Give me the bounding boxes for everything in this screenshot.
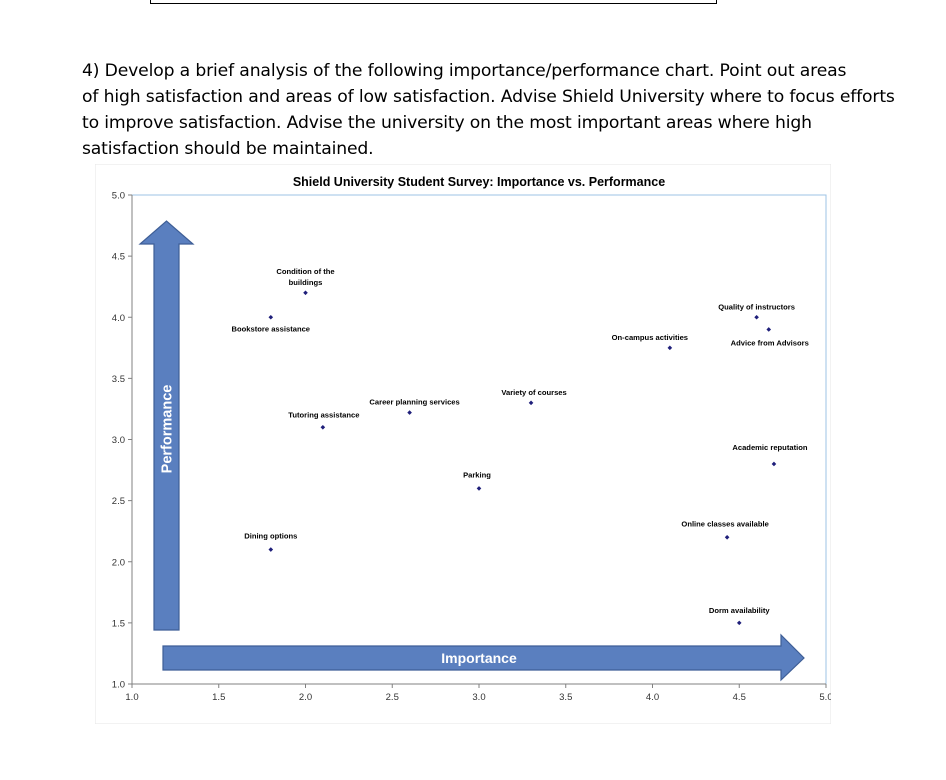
data-point-label: Dorm availability: [709, 606, 771, 615]
question-line: 4) Develop a brief analysis of the follo…: [82, 61, 847, 81]
x-tick-label: 4.5: [733, 692, 746, 703]
data-point-marker: [766, 327, 772, 332]
x-tick-label: 2.0: [299, 692, 312, 703]
question-line: of high satisfaction and areas of low sa…: [82, 87, 895, 107]
data-point-marker: [320, 424, 326, 430]
data-point-marker: [268, 547, 274, 552]
y-tick-label: 1.0: [112, 680, 125, 691]
y-tick-label: 4.5: [112, 252, 125, 263]
data-point-marker: [407, 410, 412, 415]
x-tick-label: 5.0: [819, 692, 831, 703]
data-points: Condition of the buildings Bookstore assis…: [232, 267, 809, 626]
question-text: 4) Develop a brief analysis of the follo…: [82, 58, 942, 162]
data-point-label: Tutoring assistance: [288, 410, 359, 419]
data-point-label: Dining options: [244, 532, 297, 541]
importance-arrow: [162, 633, 805, 682]
x-tick-label: 3.5: [559, 692, 572, 703]
axis-ticks: 1.0 1.5 2.0 2.5 3.0 3.5 4.0 4.5 5.0 1.0 1.5 2.0 2.5 3…: [112, 191, 831, 704]
x-tick-label: 1.0: [125, 692, 138, 703]
importance-performance-chart: Shield University Student Survey: Import…: [95, 164, 831, 724]
data-point-label: Advice from Advisors: [731, 338, 809, 347]
data-point-label: Quality of instructors: [718, 302, 795, 311]
question-line: satisfaction should be maintained.: [82, 139, 374, 159]
data-point-label: Bookstore assistance: [232, 324, 311, 333]
data-point-label: Parking: [463, 470, 491, 479]
x-tick-label: 3.0: [472, 692, 485, 703]
y-tick-label: 4.0: [112, 313, 125, 324]
y-tick-label: 3.0: [112, 435, 125, 446]
data-point-label: Condition of the: [276, 267, 334, 276]
data-point-marker: [528, 400, 534, 406]
importance-label: Importance: [441, 650, 517, 666]
question-line: to improve satisfaction. Advise the univ…: [82, 113, 812, 133]
data-point-marker: [771, 461, 777, 467]
previous-table-border: [150, 0, 717, 4]
x-tick-label: 4.0: [646, 692, 659, 703]
data-point-marker: [268, 314, 274, 320]
data-point-label: Variety of courses: [501, 388, 566, 397]
data-point-marker: [724, 535, 730, 540]
plot-area: [131, 194, 827, 685]
chart-title: Shield University Student Survey: Import…: [293, 175, 665, 189]
data-point-label: Academic reputation: [732, 443, 807, 452]
x-tick-label: 1.5: [212, 692, 225, 703]
performance-label: Performance: [160, 385, 176, 474]
data-point-marker: [476, 486, 482, 491]
data-point-label: buildings: [289, 278, 323, 287]
y-tick-label: 2.0: [112, 557, 125, 568]
y-tick-label: 1.5: [112, 618, 125, 629]
x-tick-label: 2.5: [386, 692, 399, 703]
performance-arrow: [138, 220, 195, 631]
data-point-marker: [303, 290, 308, 296]
data-point-marker: [736, 620, 742, 626]
data-point-label: Online classes available: [681, 519, 768, 528]
y-tick-label: 5.0: [112, 191, 125, 202]
data-point-marker: [754, 314, 759, 320]
y-tick-label: 2.5: [112, 496, 125, 507]
data-point-label: Career planning services: [369, 398, 459, 407]
y-tick-label: 3.5: [112, 374, 125, 385]
data-point-marker: [667, 345, 673, 351]
data-point-label: On-campus activities: [612, 333, 688, 342]
